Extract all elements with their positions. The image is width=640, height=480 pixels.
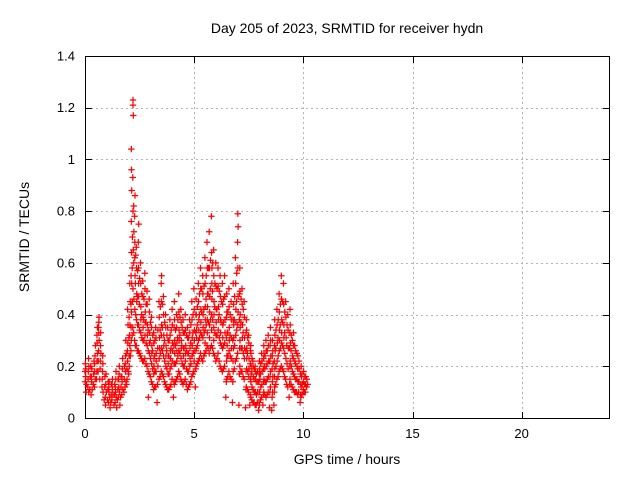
svg-text:0.6: 0.6 bbox=[57, 255, 75, 270]
plot-frame bbox=[85, 56, 610, 419]
x-axis-label: GPS time / hours bbox=[293, 451, 401, 467]
tick-marks bbox=[85, 56, 609, 419]
svg-text:0.2: 0.2 bbox=[57, 359, 75, 374]
gridlines bbox=[86, 57, 608, 417]
svg-text:1.2: 1.2 bbox=[57, 100, 75, 115]
svg-text:5: 5 bbox=[191, 426, 198, 441]
chart-title: Day 205 of 2023, SRMTID for receiver hyd… bbox=[210, 20, 484, 36]
svg-text:15: 15 bbox=[405, 426, 419, 441]
data-points bbox=[81, 96, 311, 414]
svg-text:0: 0 bbox=[81, 426, 88, 441]
y-tick-labels: 0 0.2 0.4 0.6 0.8 1 1.2 1.4 bbox=[57, 49, 75, 426]
svg-text:1.4: 1.4 bbox=[57, 49, 75, 64]
svg-text:0.4: 0.4 bbox=[57, 307, 75, 322]
x-tick-labels: 0 5 10 15 20 bbox=[81, 426, 529, 441]
svg-text:20: 20 bbox=[514, 426, 528, 441]
svg-text:10: 10 bbox=[296, 426, 310, 441]
svg-text:0.8: 0.8 bbox=[57, 204, 75, 219]
svg-text:0: 0 bbox=[68, 411, 75, 426]
svg-text:1: 1 bbox=[68, 152, 75, 167]
